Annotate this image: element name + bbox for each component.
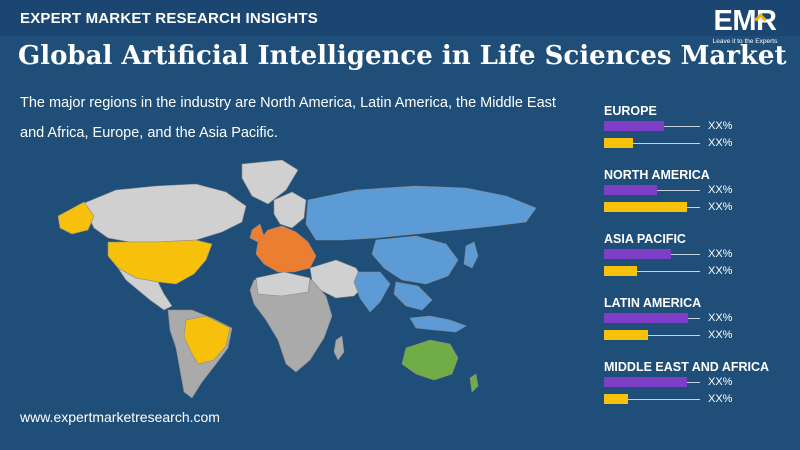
- region-name: MIDDLE EAST AND AFRICA: [604, 360, 770, 374]
- bar-track: [604, 143, 700, 144]
- bar-value-label: XX%: [708, 137, 733, 149]
- map-scandinavia: [273, 191, 307, 229]
- emr-logo[interactable]: EMR Leave it to the Experts: [700, 4, 790, 52]
- bar-track: [604, 271, 700, 272]
- bar-row: XX%: [604, 184, 794, 198]
- bar-value-label: XX%: [708, 120, 733, 132]
- logo-text: EMR: [713, 5, 777, 37]
- bar-row: XX%: [604, 248, 794, 262]
- bar-row: XX%: [604, 137, 794, 151]
- map-russia: [305, 185, 537, 241]
- bar-row: XX%: [604, 312, 794, 326]
- region-asia-pacific: ASIA PACIFIC XX% XX%: [596, 232, 796, 292]
- logo-tagline: Leave it to the Experts: [712, 38, 778, 45]
- bar-row: XX%: [604, 201, 794, 215]
- bar: [604, 121, 664, 131]
- map-uk: [249, 223, 265, 243]
- page-title: Global Artificial Intelligence in Life S…: [18, 41, 787, 71]
- bar-value-label: XX%: [708, 201, 733, 213]
- bar: [604, 185, 657, 195]
- map-madagascar: [333, 335, 345, 361]
- bar-value-label: XX%: [708, 393, 733, 405]
- region-latin-america: LATIN AMERICA XX% XX%: [596, 296, 796, 356]
- map-southeast-asia: [393, 281, 433, 311]
- bar: [604, 266, 637, 276]
- map-canada: [81, 183, 247, 243]
- region-name: LATIN AMERICA: [604, 296, 702, 310]
- map-brazil: [183, 315, 231, 365]
- map-indonesia: [409, 315, 467, 333]
- bar-row: XX%: [604, 120, 794, 134]
- bar: [604, 202, 687, 212]
- region-name: ASIA PACIFIC: [604, 232, 686, 246]
- region-north-america: NORTH AMERICA XX% XX%: [596, 168, 796, 228]
- map-europe: [255, 225, 317, 273]
- map-africa: [249, 273, 333, 373]
- map-india: [353, 271, 391, 313]
- bar-value-label: XX%: [708, 312, 733, 324]
- bar-row: XX%: [604, 329, 794, 343]
- map-mexico: [117, 267, 173, 311]
- bar-row: XX%: [604, 393, 794, 407]
- map-australia: [401, 339, 459, 381]
- map-usa: [107, 239, 213, 285]
- header-band: [0, 0, 800, 36]
- region-europe: EUROPE XX% XX%: [596, 104, 796, 164]
- bar: [604, 138, 633, 148]
- map-china: [371, 235, 459, 285]
- map-north-africa: [255, 271, 311, 297]
- bar-value-label: XX%: [708, 376, 733, 388]
- bar: [604, 249, 671, 259]
- bar-value-label: XX%: [708, 329, 733, 341]
- world-map: [57, 160, 537, 399]
- map-new-zealand: [469, 373, 479, 393]
- bar: [604, 377, 687, 387]
- bar-row: XX%: [604, 265, 794, 279]
- bar-track: [604, 399, 700, 400]
- bar: [604, 313, 688, 323]
- bar-track: [604, 335, 700, 336]
- bar-value-label: XX%: [708, 265, 733, 277]
- description-text: The major regions in the industry are No…: [20, 95, 556, 141]
- footer-url[interactable]: www.expertmarketresearch.com: [20, 409, 220, 425]
- map-greenland: [241, 160, 299, 205]
- region-legend: EUROPE XX% XX% NORTH AMERICA XX% XX% ASIA PACI…: [596, 98, 796, 418]
- bar: [604, 330, 648, 340]
- bar-row: XX%: [604, 376, 794, 390]
- region-name: NORTH AMERICA: [604, 168, 710, 182]
- map-alaska: [57, 201, 95, 235]
- eyebrow-label: EXPERT MARKET RESEARCH INSIGHTS: [20, 10, 318, 27]
- region-middle-east-and-africa: MIDDLE EAST AND AFRICA XX% XX%: [596, 360, 796, 420]
- map-japan: [463, 241, 479, 269]
- bar-value-label: XX%: [708, 248, 733, 260]
- bar: [604, 394, 628, 404]
- region-name: EUROPE: [604, 104, 657, 118]
- bar-value-label: XX%: [708, 184, 733, 196]
